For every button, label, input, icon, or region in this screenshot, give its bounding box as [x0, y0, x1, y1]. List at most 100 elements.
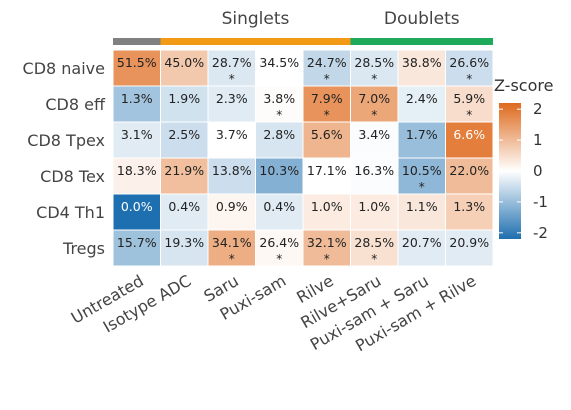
legend-color-bar [499, 103, 521, 239]
significance-star: * [324, 108, 330, 122]
heatmap-cell [255, 193, 304, 231]
cell-value-label: 13.8% [212, 163, 252, 178]
cell-value-label: 5.6% [311, 127, 343, 142]
heatmap-cell [397, 157, 446, 195]
heatmap-cell [445, 229, 494, 267]
row-label: CD8 eff [45, 95, 106, 114]
cell-value-label: 1.9% [168, 91, 200, 106]
cell-value-label: 0.9% [216, 199, 248, 214]
heatmap-cell [350, 121, 399, 159]
cell-value-label: 2.4% [406, 91, 438, 106]
significance-star: * [371, 108, 377, 122]
heatmap-cell [302, 193, 351, 231]
cell-value-label: 20.9% [449, 235, 489, 250]
cell-value-label: 28.5% [354, 235, 394, 250]
legend-tick-label: 2 [533, 100, 543, 118]
cell-value-label: 15.7% [117, 235, 157, 250]
heatmap-cell [255, 121, 304, 159]
heatmap-cell [350, 49, 399, 87]
cell-value-label: 3.1% [121, 127, 153, 142]
cell-value-label: 1.7% [406, 127, 438, 142]
significance-star: * [276, 252, 282, 266]
heatmap-cell [445, 49, 494, 87]
cell-value-label: 38.8% [402, 55, 442, 70]
heatmap-cell [160, 121, 209, 159]
significance-star: * [324, 72, 330, 86]
row-label: CD8 Tpex [27, 131, 105, 150]
cell-value-label: 2.5% [168, 127, 200, 142]
cell-value-label: 32.1% [307, 235, 347, 250]
cell-value-label: 18.3% [117, 163, 157, 178]
cell-value-label: 21.9% [164, 163, 204, 178]
heatmap-cell [445, 193, 494, 231]
heatmap-cell [397, 121, 446, 159]
cell-value-label: 1.1% [406, 199, 438, 214]
heatmap-cell [160, 49, 209, 87]
heatmap-cell [302, 157, 351, 195]
significance-star: * [371, 72, 377, 86]
significance-star: * [466, 108, 472, 122]
cell-value-label: 5.9% [453, 91, 485, 106]
cell-value-label: 26.6% [449, 55, 489, 70]
cell-value-label: 2.8% [263, 127, 295, 142]
cell-value-label: 34.5% [259, 55, 299, 70]
heatmap-cell [112, 121, 161, 159]
cell-value-label: 51.5% [117, 55, 157, 70]
heatmap-cell [255, 157, 304, 195]
heatmap-cell [207, 121, 256, 159]
heatmap-cell [112, 49, 161, 87]
cell-value-label: 16.3% [354, 163, 394, 178]
column-group-label: Singlets [222, 9, 290, 29]
column-group-bar [350, 38, 493, 45]
cell-value-label: 7.0% [358, 91, 390, 106]
legend-title: Z-score [494, 76, 553, 95]
cell-value-label: 2.3% [216, 91, 248, 106]
heatmap-cell [160, 85, 209, 123]
cell-value-label: 0.4% [168, 199, 200, 214]
heatmap-cell [350, 229, 399, 267]
cell-value-label: 3.4% [358, 127, 390, 142]
heatmap-cell [302, 229, 351, 267]
legend-tick-label: 1 [533, 131, 543, 149]
cell-value-label: 10.3% [259, 163, 299, 178]
cell-value-label: 17.1% [307, 163, 347, 178]
cell-value-label: 1.0% [311, 199, 343, 214]
cell-value-label: 34.1% [212, 235, 252, 250]
legend-tick-label: -2 [533, 224, 548, 242]
significance-star: * [276, 108, 282, 122]
row-label: Tregs [62, 239, 105, 258]
cell-value-label: 1.0% [358, 199, 390, 214]
cell-value-label: 3.7% [216, 127, 248, 142]
legend-tick-label: 0 [533, 162, 543, 180]
cell-value-label: 6.6% [453, 127, 485, 142]
cell-value-label: 20.7% [402, 235, 442, 250]
significance-star: * [466, 72, 472, 86]
heatmap-cell [112, 229, 161, 267]
heatmap-cell [255, 85, 304, 123]
cell-value-label: 22.0% [449, 163, 489, 178]
cell-value-label: 1.3% [121, 91, 153, 106]
significance-star: * [324, 252, 330, 266]
cell-value-label: 19.3% [164, 235, 204, 250]
significance-star: * [229, 252, 235, 266]
heatmap-cell [445, 121, 494, 159]
column-group-bars [113, 38, 493, 45]
row-label: CD4 Th1 [36, 203, 105, 222]
cell-value-label: 28.5% [354, 55, 394, 70]
cell-value-label: 10.5% [402, 163, 442, 178]
significance-star: * [371, 252, 377, 266]
row-label: CD8 Tex [40, 167, 105, 186]
cell-value-label: 1.3% [453, 199, 485, 214]
row-labels: CD8 naive CD8 eff CD8 Tpex CD8 Tex CD4 Th1 Tr… [23, 59, 106, 258]
heatmap-cell [302, 121, 351, 159]
heatmap-cells: 51.5% 45.0% 28.7% * 34.5% 24.7% * 28.5% * 38.8% 26… [112, 49, 494, 267]
cell-value-label: 45.0% [164, 55, 204, 70]
legend: Z-score 2 1 0 -1 -2 [494, 76, 553, 242]
cell-value-label: 26.4% [259, 235, 299, 250]
heatmap-cell [207, 157, 256, 195]
cell-value-label: 0.0% [121, 199, 153, 214]
significance-star: * [419, 180, 425, 194]
column-group-label: Doublets [384, 9, 460, 29]
